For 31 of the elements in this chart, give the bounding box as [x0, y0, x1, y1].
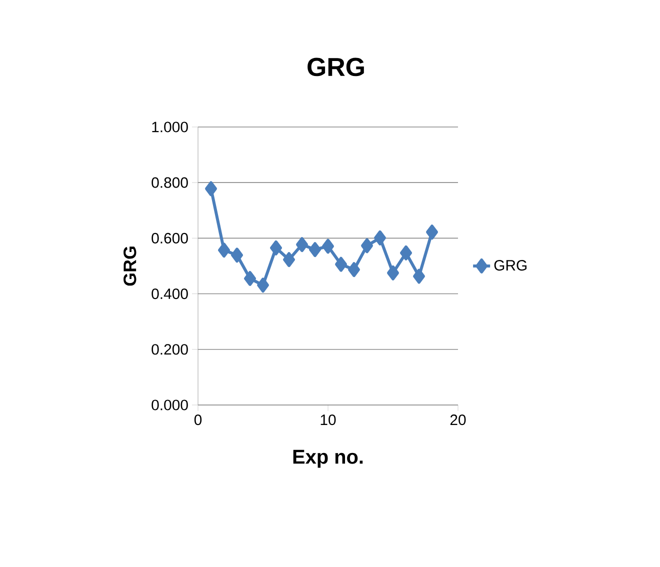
x-tick-label: 20 — [450, 414, 466, 426]
point — [426, 224, 438, 240]
point — [270, 240, 282, 256]
point — [296, 237, 308, 252]
point — [218, 242, 230, 258]
point — [400, 245, 412, 260]
point — [374, 230, 386, 246]
point — [361, 238, 373, 254]
legend-label: GRG — [494, 260, 526, 271]
point — [257, 278, 269, 293]
y-axis-title: GRG — [124, 246, 136, 286]
y-tick-label: 0.600 — [152, 232, 188, 244]
point — [283, 252, 295, 268]
y-tick-label: 1.000 — [152, 122, 188, 132]
y-tick-label: 0.000 — [152, 400, 188, 410]
x-tick-label: 0 — [194, 414, 202, 426]
x-axis-title: Exp no. — [293, 450, 363, 468]
point — [309, 242, 321, 258]
y-tick-label: 0.200 — [152, 344, 188, 355]
y-tick-label: 0.800 — [152, 177, 188, 188]
point — [244, 271, 256, 286]
point — [387, 265, 399, 280]
point — [205, 181, 217, 196]
point — [348, 262, 360, 278]
y-tick-label: 0.400 — [152, 288, 188, 300]
x-tick-label: 10 — [320, 414, 336, 426]
point — [413, 268, 425, 284]
point — [322, 238, 334, 254]
point — [335, 256, 347, 272]
chart-title: GRG — [308, 58, 364, 76]
point — [231, 248, 243, 263]
